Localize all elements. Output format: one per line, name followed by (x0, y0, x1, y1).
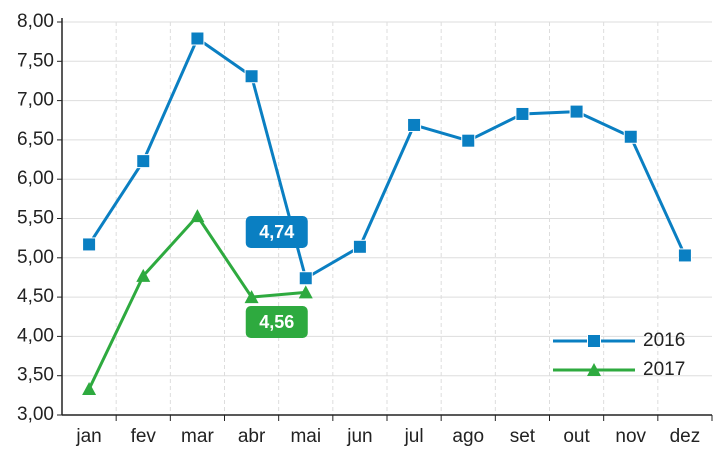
y-tick-label: 4,50 (17, 286, 54, 307)
x-tick-label: ago (452, 426, 484, 447)
data-point (624, 130, 637, 143)
data-point (82, 382, 96, 395)
data-point (462, 134, 475, 147)
x-tick-label: out (563, 426, 590, 447)
data-point (191, 32, 204, 45)
x-tick-label: abr (238, 426, 266, 447)
data-point (83, 238, 96, 251)
legend-label: 2017 (643, 359, 685, 380)
legend-label: 2016 (643, 330, 685, 351)
legend-marker (588, 335, 601, 348)
x-tick-label: set (510, 426, 536, 447)
x-tick-label: dez (670, 426, 701, 447)
data-point (353, 240, 366, 253)
x-tick-label: jan (75, 426, 101, 447)
y-tick-label: 3,00 (17, 404, 54, 425)
data-point (516, 107, 529, 120)
page: 3,00 3,50 4,00 4,50 5,00 5,50 6,00 6,50 7,00 7,50… (0, 0, 715, 452)
data-point (408, 118, 421, 131)
data-point (299, 272, 312, 285)
x-tick-label: fev (131, 426, 157, 447)
x-tick-label: jun (346, 426, 372, 447)
y-tick-label: 7,50 (17, 50, 54, 71)
y-tick-label: 4,00 (17, 325, 54, 346)
x-tick-label: jul (404, 426, 424, 447)
chart: 3,00 3,50 4,00 4,50 5,00 5,50 6,00 6,50 7,00 7,50… (0, 0, 715, 452)
data-point (570, 105, 583, 118)
data-point (678, 249, 691, 262)
value-label: 4,56 (259, 312, 294, 332)
x-tick-label: mai (290, 426, 321, 447)
value-label: 4,74 (259, 222, 294, 242)
y-tick-label: 6,00 (17, 168, 54, 189)
y-tick-label: 5,50 (17, 208, 54, 229)
y-tick-label: 3,50 (17, 365, 54, 386)
y-tick-label: 7,00 (17, 90, 54, 111)
x-tick-label: mar (181, 426, 214, 447)
y-tick-label: 6,50 (17, 129, 54, 150)
data-point (245, 70, 258, 83)
data-point (190, 209, 204, 222)
x-tick-label: nov (615, 426, 646, 447)
y-tick-label: 5,00 (17, 247, 54, 268)
y-tick-label: 8,00 (17, 11, 54, 32)
data-point (137, 155, 150, 168)
